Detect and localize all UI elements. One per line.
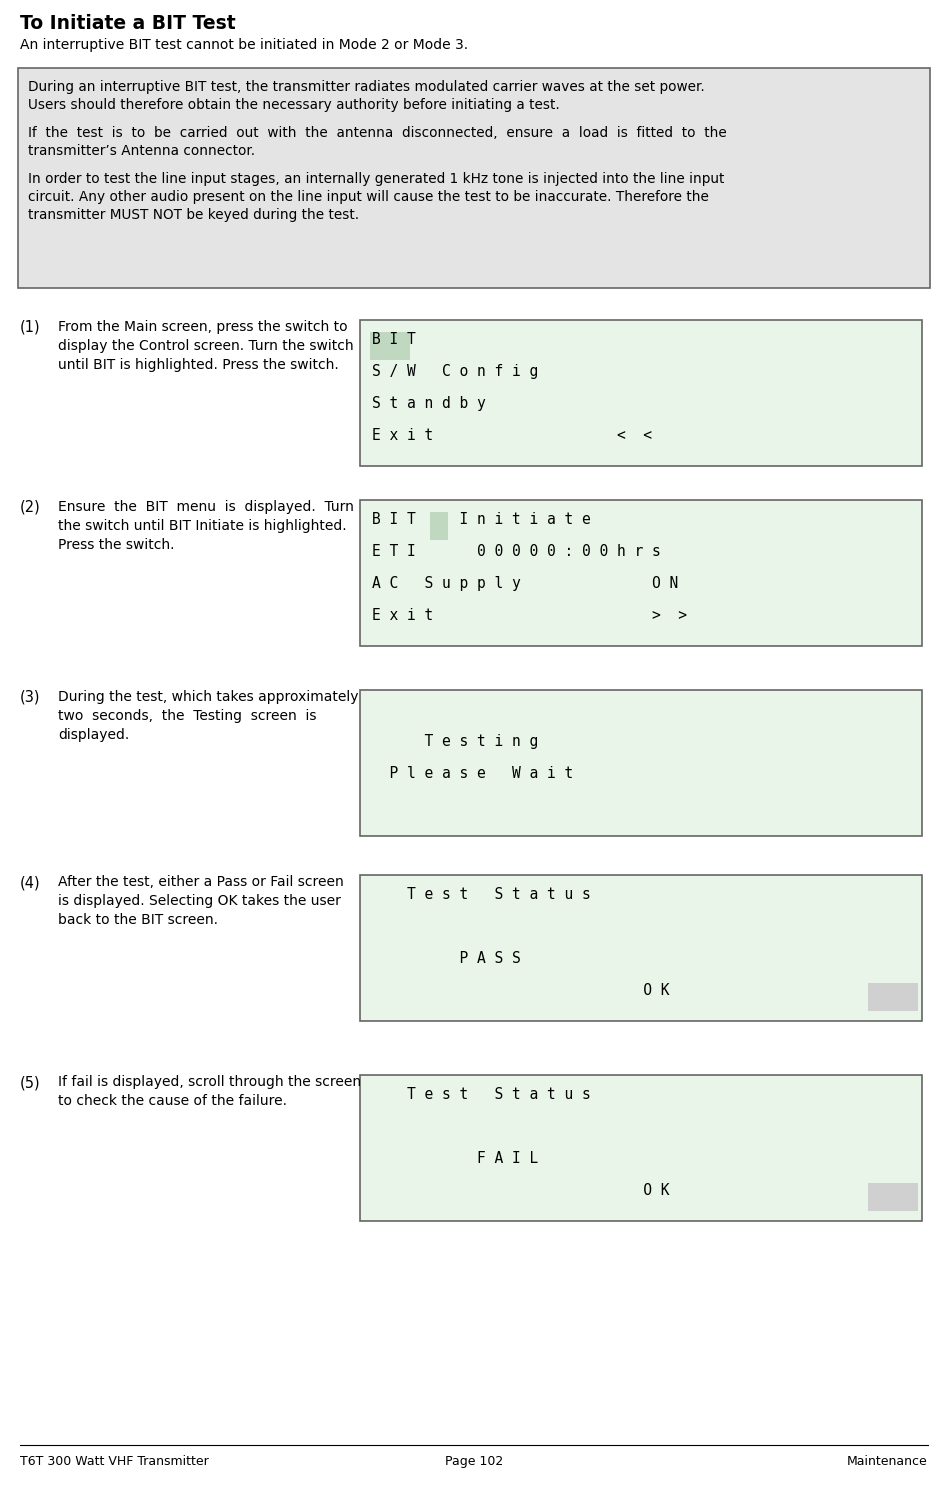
Text: Maintenance: Maintenance: [848, 1455, 928, 1469]
FancyBboxPatch shape: [360, 1075, 922, 1221]
Text: (3): (3): [20, 691, 41, 705]
Text: F A I L: F A I L: [372, 1151, 538, 1166]
Text: A C   S u p p l y               O N: A C S u p p l y O N: [372, 576, 678, 591]
Text: P l e a s e   W a i t: P l e a s e W a i t: [372, 766, 574, 781]
Text: If fail is displayed, scroll through the screen
to check the cause of the failur: If fail is displayed, scroll through the…: [58, 1075, 361, 1108]
Text: (4): (4): [20, 875, 41, 890]
Text: B I T     I n i t i a t e: B I T I n i t i a t e: [372, 512, 591, 527]
Text: Page 102: Page 102: [445, 1455, 503, 1469]
Text: T e s t i n g: T e s t i n g: [372, 734, 538, 748]
FancyBboxPatch shape: [360, 875, 922, 1022]
Text: O K: O K: [372, 1184, 669, 1198]
Text: During the test, which takes approximately
two  seconds,  the  Testing  screen  : During the test, which takes approximate…: [58, 691, 358, 742]
Text: To Initiate a BIT Test: To Initiate a BIT Test: [20, 13, 236, 33]
FancyBboxPatch shape: [360, 691, 922, 836]
Text: Ensure  the  BIT  menu  is  displayed.  Turn
the switch until BIT Initiate is hi: Ensure the BIT menu is displayed. Turn t…: [58, 500, 354, 552]
Text: In order to test the line input stages, an internally generated 1 kHz tone is in: In order to test the line input stages, …: [28, 172, 724, 221]
Text: E x i t                         >  >: E x i t > >: [372, 607, 687, 624]
Text: E x i t                     <  <: E x i t < <: [372, 428, 652, 443]
Text: T e s t   S t a t u s: T e s t S t a t u s: [372, 1087, 591, 1102]
Text: P A S S: P A S S: [372, 950, 520, 967]
Text: From the Main screen, press the switch to
display the Control screen. Turn the s: From the Main screen, press the switch t…: [58, 319, 354, 371]
FancyBboxPatch shape: [868, 1184, 918, 1210]
FancyBboxPatch shape: [868, 983, 918, 1011]
Text: T e s t   S t a t u s: T e s t S t a t u s: [372, 887, 591, 901]
Text: (2): (2): [20, 500, 41, 515]
FancyBboxPatch shape: [430, 512, 448, 541]
Text: B I T: B I T: [372, 333, 416, 347]
Text: An interruptive BIT test cannot be initiated in Mode 2 or Mode 3.: An interruptive BIT test cannot be initi…: [20, 39, 468, 52]
Text: (1): (1): [20, 319, 41, 336]
Text: T6T 300 Watt VHF Transmitter: T6T 300 Watt VHF Transmitter: [20, 1455, 209, 1469]
FancyBboxPatch shape: [370, 333, 410, 359]
Text: E T I       0 0 0 0 0 : 0 0 h r s: E T I 0 0 0 0 0 : 0 0 h r s: [372, 544, 661, 558]
Text: S / W   C o n f i g: S / W C o n f i g: [372, 364, 538, 379]
Text: S t a n d b y: S t a n d b y: [372, 396, 485, 411]
FancyBboxPatch shape: [18, 68, 930, 288]
Text: If  the  test  is  to  be  carried  out  with  the  antenna  disconnected,  ensu: If the test is to be carried out with th…: [28, 126, 727, 157]
FancyBboxPatch shape: [360, 319, 922, 466]
Text: During an interruptive BIT test, the transmitter radiates modulated carrier wave: During an interruptive BIT test, the tra…: [28, 80, 704, 111]
FancyBboxPatch shape: [360, 500, 922, 646]
Text: (5): (5): [20, 1075, 41, 1090]
Text: O K: O K: [372, 983, 669, 998]
Text: After the test, either a Pass or Fail screen
is displayed. Selecting OK takes th: After the test, either a Pass or Fail sc…: [58, 875, 344, 927]
